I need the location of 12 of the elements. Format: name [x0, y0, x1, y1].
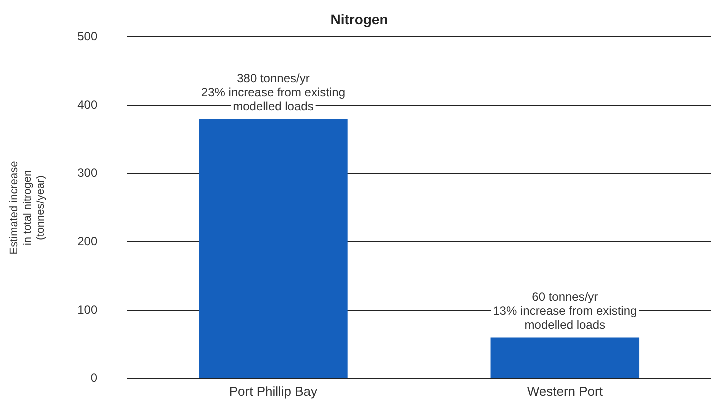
y-tick-label: 100: [78, 302, 98, 317]
y-tick-label: 300: [78, 166, 98, 180]
data-label: 380 tonnes/yr 23% increase from existing modelled loads: [201, 71, 346, 114]
y-tick-label: 0: [90, 371, 98, 386]
y-tick-label: 500: [78, 30, 98, 44]
data-label: 60 tonnes/yr 13% increase from existing modelled loads: [493, 290, 638, 332]
y-tick-label: 400: [78, 98, 98, 112]
y-axis-title: Estimated increase in total nitrogen (tonnes/year): [8, 161, 48, 255]
y-tick-label: 200: [78, 234, 98, 248]
x-tick-label: Port Phillip Bay: [229, 384, 318, 400]
chart-title: Nitrogen: [330, 12, 388, 28]
x-tick-label: Western Port: [527, 384, 604, 400]
